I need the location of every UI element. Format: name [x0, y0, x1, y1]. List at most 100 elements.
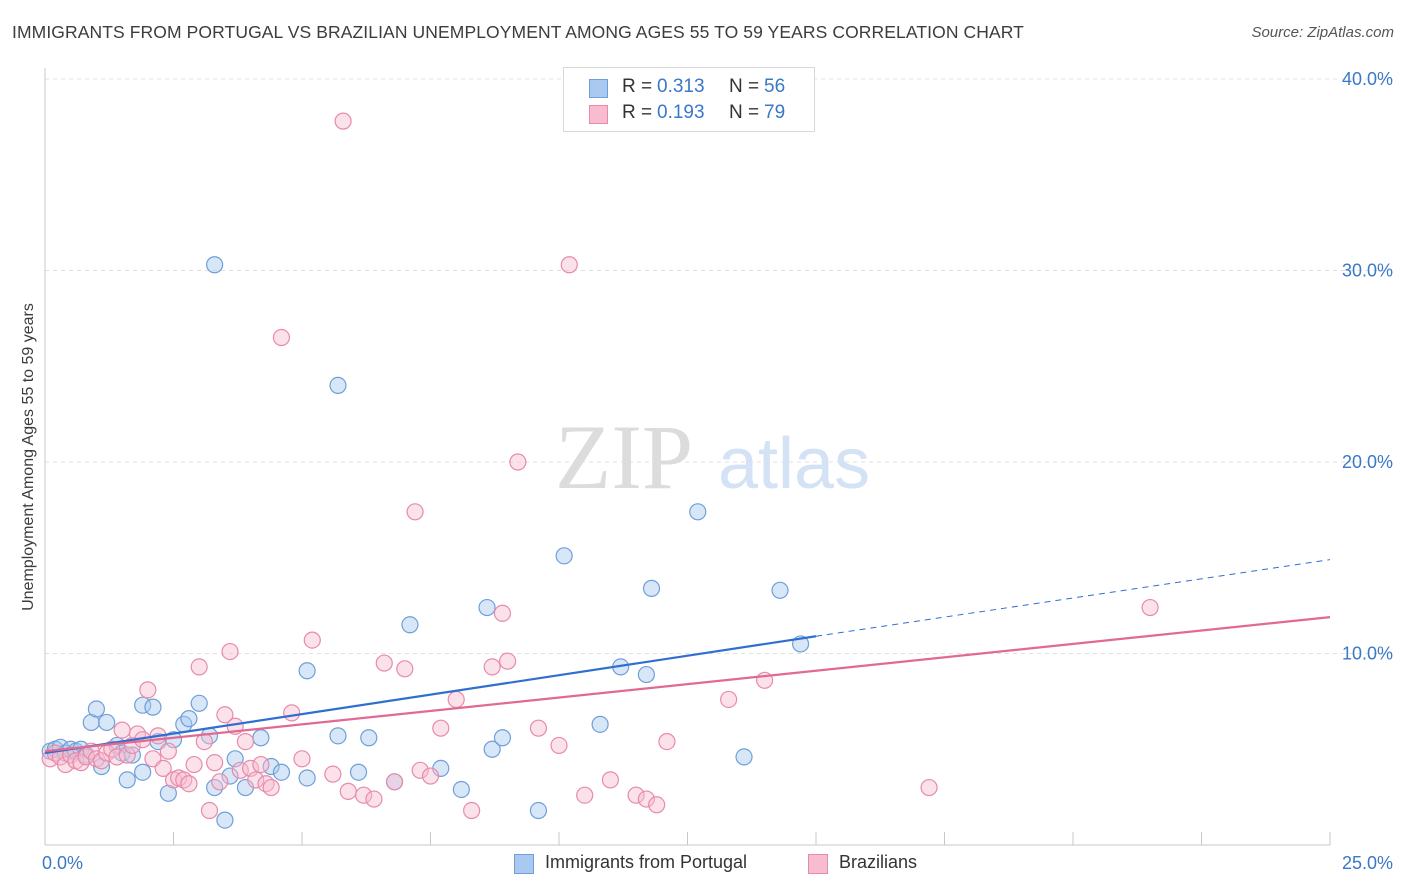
data-point [324, 765, 342, 783]
data-point [190, 658, 208, 676]
data-point [339, 782, 357, 800]
data-point [329, 727, 347, 745]
legend-r-value: 0.313 [657, 76, 705, 97]
data-point [463, 801, 481, 820]
correlation-legend: R = 0.313 N = 56 R = 0.193 N = 79 [563, 67, 815, 132]
x-tick-label: 25.0% [1342, 853, 1393, 873]
data-point [720, 690, 738, 709]
data-point [303, 631, 321, 649]
data-point [642, 579, 661, 597]
data-point [920, 778, 938, 797]
y-tick-label: 10.0% [1342, 644, 1393, 664]
data-point [499, 652, 517, 670]
data-point [447, 690, 465, 709]
legend-r-value: 0.193 [657, 102, 705, 123]
data-point [483, 658, 501, 676]
data-point [406, 503, 424, 521]
bottom-legend-swatch-portugal [514, 854, 534, 874]
data-point [560, 256, 578, 274]
source-label: Source: ZipAtlas.com [1251, 24, 1394, 41]
data-point [329, 376, 347, 394]
bottom-legend-label: Brazilians [839, 852, 918, 872]
data-point [493, 604, 512, 622]
data-point [550, 736, 568, 755]
data-point [658, 732, 676, 751]
y-tick-label: 20.0% [1342, 452, 1393, 472]
trend-extension [815, 559, 1331, 637]
data-point [576, 786, 594, 804]
data-point [139, 681, 157, 699]
data-point [118, 771, 136, 789]
y-tick-label: 30.0% [1342, 261, 1393, 281]
y-tick-label: 40.0% [1342, 69, 1393, 89]
data-point [334, 112, 352, 130]
watermark: ZIP atlas [555, 406, 870, 508]
data-point [349, 763, 368, 781]
data-point [478, 598, 496, 617]
data-point [396, 660, 414, 678]
trend-line [44, 635, 817, 755]
legend-r-label: R = [622, 102, 653, 123]
data-point [735, 748, 753, 766]
data-point [555, 547, 573, 565]
data-point [355, 786, 373, 804]
data-point [190, 694, 208, 712]
data-point [108, 748, 126, 766]
data-point [293, 750, 311, 768]
data-point [206, 256, 224, 274]
data-point [1141, 598, 1159, 617]
data-point [216, 811, 234, 829]
data-point [252, 755, 270, 774]
data-point [529, 719, 548, 737]
data-point [247, 771, 265, 789]
data-point [493, 729, 512, 747]
data-point [298, 662, 316, 680]
legend-n-label: N = [729, 102, 760, 123]
data-point [221, 767, 239, 785]
data-point [134, 696, 152, 714]
legend-n-value: 56 [764, 76, 786, 97]
legend-swatch-portugal [589, 79, 608, 98]
data-point [98, 713, 116, 732]
data-point [211, 773, 229, 791]
data-point [272, 328, 291, 347]
watermark-zip: ZIP [555, 406, 693, 508]
data-point [283, 704, 301, 722]
data-point [154, 759, 172, 778]
data-point [236, 732, 255, 751]
data-point [689, 503, 707, 521]
legend-swatch-brazilians [589, 105, 608, 124]
tick-labels: 10.0% 20.0% 30.0% 40.0% 0.0% 25.0% [42, 69, 1393, 873]
data-point [401, 616, 419, 634]
bottom-legend-label: Immigrants from Portugal [545, 852, 748, 872]
trend-line [44, 616, 1331, 753]
legend-r-label: R = [622, 76, 653, 97]
data-point [185, 755, 203, 774]
data-point [200, 801, 219, 820]
axes [44, 68, 1331, 846]
data-point [262, 757, 280, 776]
data-point [509, 453, 527, 471]
data-point [483, 740, 501, 758]
data-point [601, 771, 620, 789]
data-point [231, 761, 249, 779]
data-point [411, 761, 429, 779]
legend-row-portugal: R = 0.313 N = 56 [564, 75, 814, 101]
data-point [159, 742, 177, 760]
data-point [375, 654, 393, 672]
data-point [421, 767, 440, 785]
data-point [298, 769, 316, 787]
data-point [637, 790, 655, 808]
data-point [180, 775, 198, 793]
trend-lines [44, 559, 1331, 755]
data-point [262, 778, 280, 797]
data-point [180, 710, 198, 728]
data-point [134, 763, 152, 781]
watermark-atlas: atlas [718, 424, 870, 504]
data-point [221, 642, 239, 661]
series-portugal-points [41, 256, 810, 829]
data-point [771, 581, 789, 599]
data-point [452, 780, 470, 799]
legend-row-brazilians: R = 0.193 N = 79 [564, 101, 814, 127]
